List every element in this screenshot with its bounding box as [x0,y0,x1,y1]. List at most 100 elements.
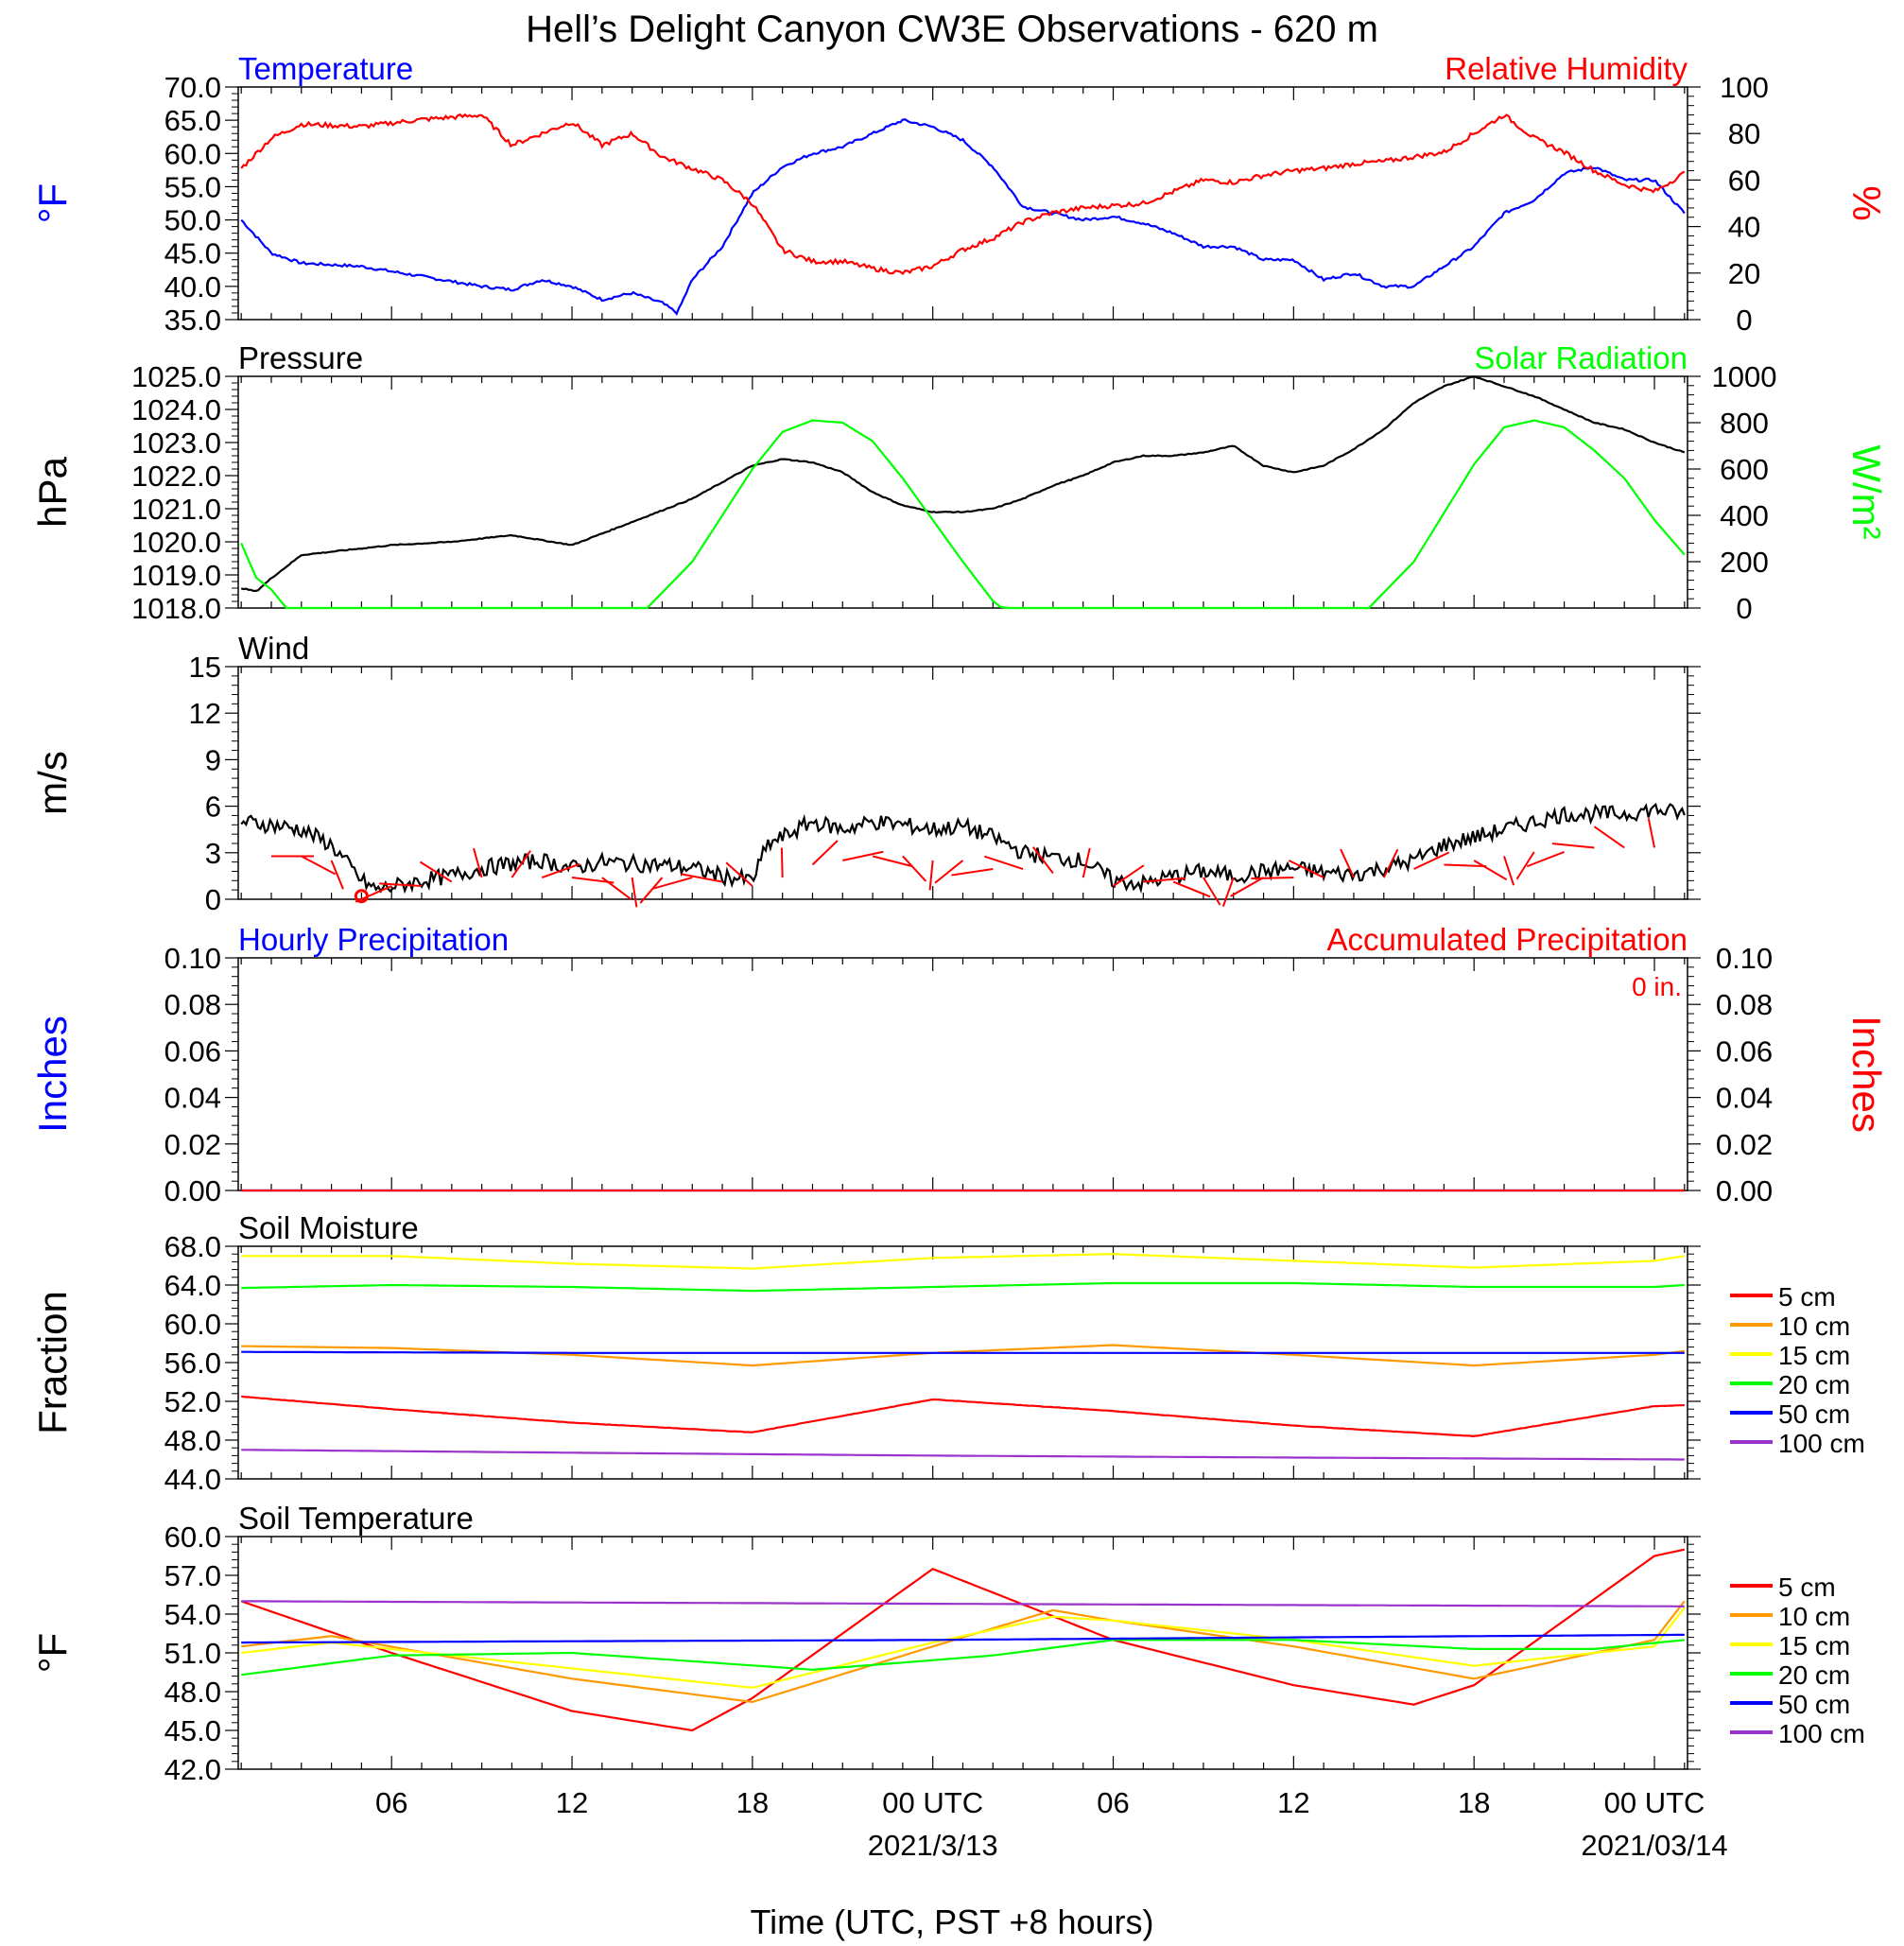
series-line-relative-humidity [240,113,1686,276]
panel-title-left: Hourly Precipitation [238,922,509,957]
panel-title-left: Wind [238,631,309,666]
panel-title-left: Pressure [238,340,363,375]
y-tick-label-right: 0 [1736,592,1752,625]
wind-barb [681,873,723,883]
series-line-temperature [240,118,1686,316]
y-tick-label-left: 1018.0 [131,592,221,625]
legend-label: 10 cm [1778,1312,1850,1341]
y-tick-label-right: 800 [1720,407,1769,440]
panel-frame [237,666,1688,900]
wind-barb [1112,864,1145,887]
wind-barb [984,855,1024,870]
y-tick-label-left: 45.0 [164,237,221,270]
y-tick-label-left: 0.06 [164,1034,221,1068]
wind-barb [1082,847,1091,878]
wind-barb [330,860,344,890]
series-line-20-cm [241,1639,1685,1677]
y-axis-label-left: °F [30,183,75,223]
wind-barb [872,855,913,868]
wind-barb [1143,877,1186,883]
y-tick-label-left: 12 [189,697,221,730]
y-tick-label-left: 1023.0 [131,426,221,460]
y-tick-label-left: 64.0 [164,1269,221,1302]
wind-barb [928,860,934,891]
wind-barb [725,861,753,887]
x-tick-labels: 06 12 18 00 UTC 06 12 18 00 UTC 2021/3/13 2021/03… [375,1786,1728,1862]
y-tick-label-right: 0.08 [1716,988,1773,1021]
series-line-100-cm [241,1600,1685,1607]
y-tick-label-left: 40.0 [164,270,221,304]
wind-barb [1647,818,1655,848]
wind-barb [1288,860,1324,878]
legend-label: 5 cm [1778,1282,1836,1312]
legend-label: 10 cm [1778,1602,1850,1631]
y-tick-label-left: 54.0 [164,1598,221,1631]
y-tick-label-right: 60 [1728,164,1760,197]
y-axis-label-left: Fraction [30,1291,75,1434]
series-line-15-cm [241,1607,1686,1690]
y-tick-label-right: 0.10 [1716,942,1773,975]
y-axis-label-left: °F [30,1633,75,1673]
legend-label: 50 cm [1778,1399,1850,1429]
series-line-50-cm [241,1350,1685,1354]
legend-label: 100 cm [1778,1719,1865,1748]
wind-barb [1230,877,1265,897]
y-tick-label-right: 0.04 [1716,1082,1773,1115]
y-axis-label-right: Inches [1844,1016,1889,1133]
y-axis-label-left: m/s [30,751,75,815]
y-tick-label-left: 0.00 [164,1174,221,1208]
series-line-10-cm [241,1344,1685,1367]
wind-barb [1251,877,1294,880]
series-line-20-cm [241,1281,1685,1293]
panel-pressure-solar: 1025.01024.01023.01022.01021.01020.01019… [30,340,1889,625]
x-axis-title: Time (UTC, PST +8 hours) [750,1903,1153,1941]
y-tick-label-right: 0.02 [1716,1128,1773,1161]
series-line-50-cm [241,1633,1685,1644]
y-tick-label-left: 68.0 [164,1230,221,1263]
wind-barb [842,850,884,861]
y-tick-label-left: 1025.0 [131,360,221,393]
wind-barb [541,862,580,878]
y-tick-label-left: 70.0 [164,71,221,104]
wind-barb [1031,846,1054,875]
series-line-10-cm [241,1600,1686,1704]
y-tick-label-left: 1020.0 [131,526,221,559]
y-tick-label-left: 65.0 [164,104,221,137]
y-tick-label-left: 45.0 [164,1714,221,1747]
y-tick-label-right: 0 [1736,304,1752,337]
panel-title-left: Soil Moisture [238,1210,419,1245]
wind-barb [1444,863,1487,868]
series-line-15-cm [241,1253,1685,1270]
y-tick-label-left: 60.0 [164,1308,221,1341]
panel-frame [237,1536,1688,1770]
wind-barb [601,877,632,900]
y-tick-label-right: 600 [1720,453,1769,486]
series-line-100-cm [241,1449,1685,1461]
x-tick-label: 06 [1097,1786,1129,1819]
wind-barb [902,855,927,882]
y-tick-label-right: 100 [1720,71,1769,104]
y-tick-label-left: 51.0 [164,1637,221,1670]
wind-barb [1526,851,1565,868]
wind-barb [1203,877,1221,906]
wind-barb [780,847,784,878]
legend-label: 20 cm [1778,1370,1850,1399]
y-tick-label-left: 48.0 [164,1424,221,1457]
x-tick-label: 00 UTC [882,1786,983,1819]
series-line-wind [240,802,1686,895]
panel-title-left: Soil Temperature [238,1501,474,1536]
y-tick-label-right: 20 [1728,257,1760,290]
y-tick-label-left: 44.0 [164,1463,221,1496]
y-tick-label-left: 0.10 [164,942,221,975]
y-tick-label-left: 9 [205,743,221,776]
y-tick-label-left: 52.0 [164,1385,221,1418]
y-tick-label-left: 55.0 [164,170,221,203]
y-tick-label-right: 400 [1720,499,1769,532]
y-tick-label-right: 40 [1728,211,1760,244]
y-tick-label-right: 0.00 [1716,1174,1773,1208]
wind-barb [1551,843,1595,849]
y-tick-label-left: 0.04 [164,1082,221,1115]
y-tick-label-right: 80 [1728,117,1760,150]
